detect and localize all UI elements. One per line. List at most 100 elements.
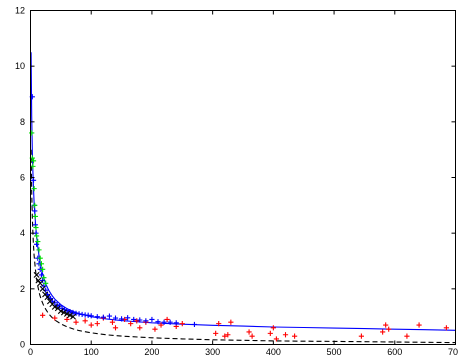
x-tick-label: 500 [327, 347, 342, 357]
data-point [161, 319, 167, 325]
data-point [143, 318, 149, 324]
data-point [32, 222, 38, 228]
data-point [32, 213, 38, 220]
data-point [40, 312, 46, 318]
data-point [358, 333, 364, 339]
series-0 [40, 312, 449, 342]
data-point [416, 322, 422, 328]
data-point [128, 321, 134, 327]
data-point [66, 312, 73, 319]
data-point [63, 310, 70, 317]
data-point [131, 316, 137, 323]
data-point [40, 277, 46, 284]
data-point [30, 158, 37, 164]
data-point [88, 313, 94, 319]
data-point [38, 261, 45, 267]
x-tick-label: 300 [205, 347, 220, 357]
data-point [40, 266, 46, 272]
data-point [122, 316, 128, 323]
data-point [222, 333, 228, 339]
y-tick-label: 4 [20, 228, 25, 238]
data-point [82, 318, 88, 324]
y-tick-label: 0 [20, 340, 25, 350]
data-point [64, 316, 70, 323]
chart-marks [29, 52, 456, 344]
x-tick-label: 0 [28, 347, 33, 357]
data-point [213, 330, 219, 336]
data-point [37, 255, 43, 261]
series-3 [33, 271, 76, 320]
y-tick-label: 10 [15, 61, 25, 71]
data-point [29, 130, 35, 136]
data-point [100, 314, 106, 320]
data-point [35, 238, 41, 245]
y-tick-label: 8 [20, 117, 25, 127]
data-point [225, 332, 231, 338]
data-point [70, 309, 76, 316]
data-point [246, 329, 252, 335]
data-point [106, 313, 113, 319]
data-point [386, 326, 392, 332]
data-point [73, 310, 79, 316]
data-point [32, 208, 38, 214]
data-point [152, 326, 158, 332]
x-axis: 0 100 200 300 400 500 600 700 [28, 10, 458, 357]
data-point [191, 321, 198, 328]
data-point [51, 303, 58, 310]
data-point [94, 314, 100, 320]
data-point [33, 241, 40, 247]
data-point [228, 319, 234, 325]
data-point [35, 277, 42, 284]
data-point [270, 325, 276, 331]
data-point [37, 280, 44, 287]
data-point [70, 313, 76, 320]
x-tick-label: 400 [266, 347, 281, 357]
data-point [73, 319, 79, 325]
data-point [249, 333, 255, 339]
data-point [60, 309, 67, 316]
data-point [33, 271, 40, 278]
data-point [43, 280, 49, 286]
data-point [155, 319, 161, 325]
x-tick-label: 600 [387, 347, 402, 357]
data-point [137, 317, 143, 323]
y-tick-label: 2 [20, 284, 25, 294]
data-point [158, 322, 164, 328]
data-point [76, 311, 82, 317]
series-2 [29, 130, 49, 286]
data-point [39, 285, 46, 292]
data-point [67, 309, 73, 315]
data-point [267, 330, 273, 336]
fit-line-dashed [30, 149, 456, 344]
data-point [443, 325, 449, 331]
data-point [125, 315, 131, 321]
data-point [179, 321, 185, 327]
data-point [112, 315, 119, 321]
data-point [44, 294, 51, 301]
x-tick-label: 200 [144, 347, 159, 357]
data-point [41, 275, 47, 281]
data-point [404, 333, 410, 339]
data-point [31, 186, 37, 192]
y-tick-label: 12 [15, 6, 25, 16]
data-point [79, 311, 85, 318]
data-point [33, 233, 40, 239]
axes-frame [30, 10, 456, 345]
series-1 [29, 94, 198, 328]
data-point [292, 333, 298, 339]
data-point [216, 321, 222, 327]
data-point [137, 325, 143, 331]
data-point [52, 315, 58, 321]
data-point [109, 319, 116, 325]
data-point [273, 336, 279, 342]
data-point [33, 225, 39, 231]
data-point [167, 319, 173, 325]
fit-line-solid [30, 52, 456, 331]
data-point [173, 320, 179, 326]
data-point [32, 202, 38, 208]
data-point [134, 318, 140, 324]
y-axis: 0 2 4 6 8 10 12 [15, 6, 456, 350]
data-point [149, 316, 155, 323]
y-tick-label: 6 [20, 173, 25, 183]
